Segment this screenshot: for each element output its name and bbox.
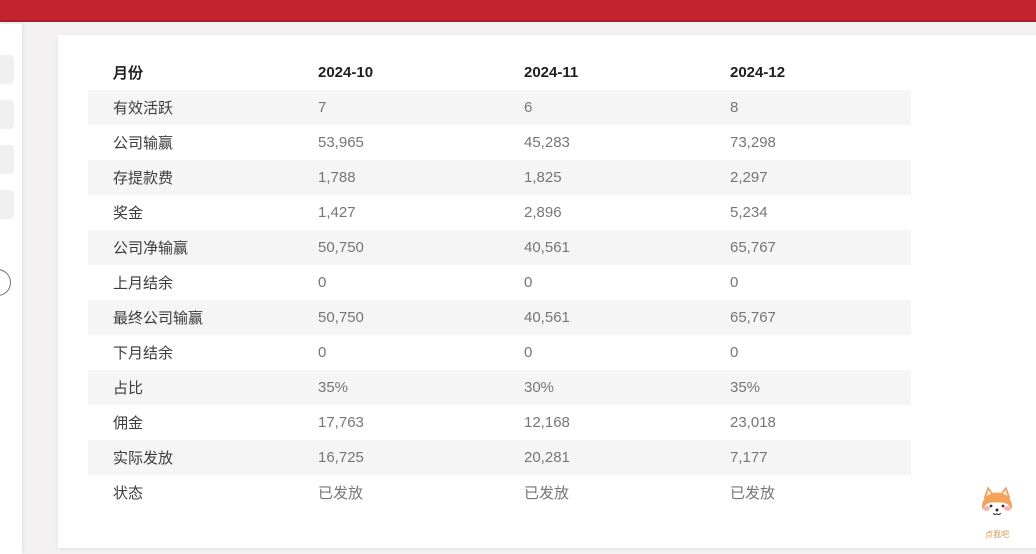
row-label: 实际发放 <box>113 450 174 467</box>
column-header: 2024-10 <box>318 64 374 81</box>
monthly-report-table: 月份 2024-10 2024-11 2024-12 有效活跃 7 6 8 公司输赢 53,96… <box>88 55 911 510</box>
table-header-row: 月份 2024-10 2024-11 2024-12 <box>88 55 911 90</box>
report-card: 月份 2024-10 2024-11 2024-12 有效活跃 7 6 8 公司输赢 53,96… <box>58 35 1036 548</box>
cell-value: 已发放 <box>318 485 364 502</box>
sidebar-skeleton-item <box>0 100 14 129</box>
cell-value: 50,750 <box>318 239 364 256</box>
cell-value: 0 <box>730 344 739 361</box>
top-bar <box>0 0 1036 22</box>
cell-value: 0 <box>524 274 533 291</box>
row-label: 上月结余 <box>113 275 174 292</box>
cell-value: 1,788 <box>318 169 356 186</box>
sidebar-skeleton-item <box>0 145 14 174</box>
row-label: 奖金 <box>113 205 144 222</box>
row-label: 占比 <box>113 380 144 397</box>
row-label: 下月结余 <box>113 345 174 362</box>
mascot-label: 点我吧 <box>985 530 1009 539</box>
cell-value: 1,427 <box>318 204 356 221</box>
drawer-toggle-button[interactable] <box>0 269 11 296</box>
table-row: 公司净输赢 50,750 40,561 65,767 <box>88 230 911 265</box>
cell-value: 7,177 <box>730 449 768 466</box>
table-row: 占比 35% 30% 35% <box>88 370 911 405</box>
cell-value: 0 <box>318 274 327 291</box>
cell-value: 65,767 <box>730 309 776 326</box>
cell-value: 35% <box>318 379 349 396</box>
cell-value: 45,283 <box>524 134 570 151</box>
cell-value: 20,281 <box>524 449 570 466</box>
cell-value: 30% <box>524 379 555 396</box>
row-label: 公司输赢 <box>113 135 174 152</box>
row-label: 状态 <box>113 485 144 502</box>
table-row: 上月结余 0 0 0 <box>88 265 911 300</box>
shiba-dog-icon <box>977 486 1017 528</box>
table-row: 奖金 1,427 2,896 5,234 <box>88 195 911 230</box>
cell-value: 50,750 <box>318 309 364 326</box>
cell-value: 73,298 <box>730 134 776 151</box>
table-row: 有效活跃 7 6 8 <box>88 90 911 125</box>
row-label: 最终公司输赢 <box>113 310 204 327</box>
cell-value: 2,896 <box>524 204 562 221</box>
cell-value: 7 <box>318 99 327 116</box>
column-header: 月份 <box>113 65 144 82</box>
table-row: 下月结余 0 0 0 <box>88 335 911 370</box>
table-row: 最终公司输赢 50,750 40,561 65,767 <box>88 300 911 335</box>
cell-value: 17,763 <box>318 414 364 431</box>
table-body: 有效活跃 7 6 8 公司输赢 53,965 45,283 73,298 存提款费 1,788 1,… <box>88 90 911 510</box>
cell-value: 0 <box>318 344 327 361</box>
row-label: 存提款费 <box>113 170 174 187</box>
table-row: 实际发放 16,725 20,281 7,177 <box>88 440 911 475</box>
sidebar-skeleton-item <box>0 190 14 219</box>
table-row: 佣金 17,763 12,168 23,018 <box>88 405 911 440</box>
cell-value: 35% <box>730 379 761 396</box>
cell-value: 0 <box>730 274 739 291</box>
shiba-mascot-widget[interactable]: 点我吧 <box>974 486 1020 540</box>
sidebar-panel <box>0 24 22 554</box>
cell-value: 53,965 <box>318 134 364 151</box>
cell-value: 16,725 <box>318 449 364 466</box>
cell-value: 已发放 <box>524 485 570 502</box>
cell-value: 23,018 <box>730 414 776 431</box>
table-row: 存提款费 1,788 1,825 2,297 <box>88 160 911 195</box>
cell-value: 6 <box>524 99 533 116</box>
sidebar-skeleton-item <box>0 55 14 84</box>
column-header: 2024-12 <box>730 64 786 81</box>
cell-value: 0 <box>524 344 533 361</box>
cell-value: 8 <box>730 99 739 116</box>
row-label: 公司净输赢 <box>113 240 189 257</box>
cell-value: 2,297 <box>730 169 768 186</box>
row-label: 佣金 <box>113 415 144 432</box>
cell-value: 1,825 <box>524 169 562 186</box>
cell-value: 已发放 <box>730 485 776 502</box>
row-label: 有效活跃 <box>113 100 174 117</box>
cell-value: 40,561 <box>524 239 570 256</box>
cell-value: 12,168 <box>524 414 570 431</box>
table-row: 公司输赢 53,965 45,283 73,298 <box>88 125 911 160</box>
cell-value: 5,234 <box>730 204 768 221</box>
table-row: 状态 已发放 已发放 已发放 <box>88 475 911 510</box>
cell-value: 40,561 <box>524 309 570 326</box>
column-header: 2024-11 <box>524 64 579 81</box>
cell-value: 65,767 <box>730 239 776 256</box>
